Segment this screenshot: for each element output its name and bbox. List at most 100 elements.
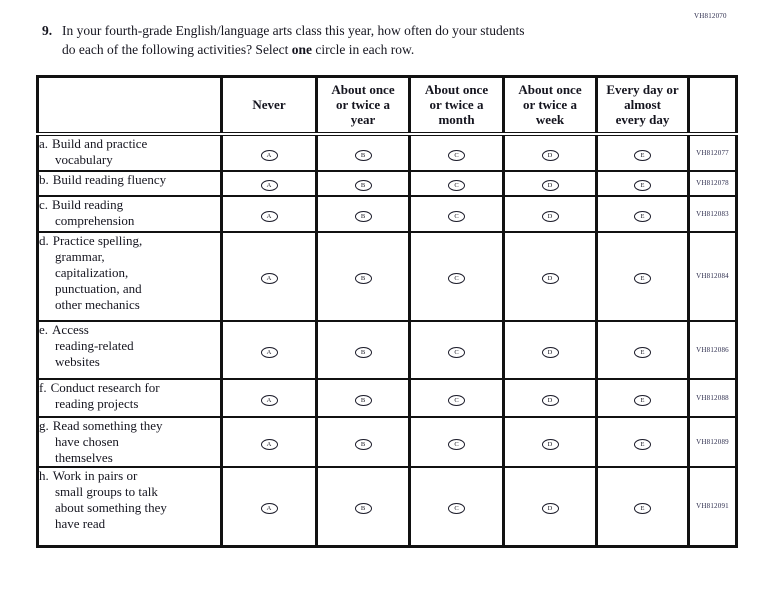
answer-cell-b: B (315, 230, 411, 322)
answer-cell-b: B (315, 465, 411, 548)
answer-bubble-b[interactable]: B (354, 180, 372, 191)
answer-cell-b: B (315, 194, 411, 233)
row-letter: c. (39, 196, 49, 212)
answer-bubble-b[interactable]: B (354, 149, 372, 161)
answer-bubble-b[interactable]: B (354, 346, 372, 358)
answer-bubble-b[interactable]: B (354, 394, 372, 406)
activity-rows: a. Build and practice vocabulary A B C D E VH812… (36, 132, 738, 548)
row-letter: e. (39, 321, 49, 337)
option-header-everyday: Every day or almost every day (595, 75, 690, 136)
answer-bubble-b[interactable]: B (354, 438, 372, 450)
answer-cell-d: D (502, 415, 598, 468)
answer-bubble-e[interactable]: E (634, 503, 651, 515)
answer-bubble-a[interactable]: A (260, 394, 278, 406)
answer-bubble-b[interactable]: B (354, 503, 372, 515)
row-letter: d. (39, 232, 49, 248)
answer-cell-d: D (502, 319, 598, 380)
answer-bubble-b[interactable]: B (354, 210, 372, 222)
answer-cell-e: E (595, 230, 690, 322)
activity-label: a. Build and practice vocabulary (36, 132, 223, 172)
answer-cell-d: D (502, 132, 598, 172)
answer-cell-a: A (220, 319, 318, 380)
answer-bubble-a[interactable]: A (260, 503, 278, 515)
answer-cell-d: D (502, 377, 598, 418)
item-code: VH812086 (687, 319, 738, 380)
activity-label: c. Build reading comprehension (36, 194, 223, 233)
answer-cell-e: E (595, 169, 690, 197)
activity-label: b. Build reading fluency (36, 169, 223, 197)
answer-bubble-a[interactable]: A (260, 273, 278, 284)
answer-bubble-d[interactable]: D (541, 438, 559, 450)
frequency-matrix-table: Never About once or twice a year About onc… (36, 75, 738, 548)
answer-cell-c: C (408, 377, 505, 418)
answer-cell-a: A (220, 132, 318, 172)
answer-bubble-d[interactable]: D (541, 210, 559, 222)
activity-row-d: d. Practice spelling, grammar, capitalizati… (36, 230, 738, 322)
answer-cell-c: C (408, 230, 505, 322)
activity-row-h: h. Work in pairs or small groups to talk ab… (36, 465, 738, 548)
activity-column-header (36, 75, 223, 136)
answer-bubble-c[interactable]: C (448, 503, 465, 515)
row-letter: f. (39, 379, 47, 395)
answer-cell-d: D (502, 465, 598, 548)
answer-cell-e: E (595, 194, 690, 233)
activity-label: e. Access reading-related websites (36, 319, 223, 380)
answer-bubble-a[interactable]: A (260, 346, 278, 358)
answer-bubble-c[interactable]: C (448, 149, 465, 161)
activity-row-f: f. Conduct research for reading projects A B… (36, 377, 738, 418)
item-code: VH812077 (687, 132, 738, 172)
code-column-header (687, 75, 738, 136)
activity-row-c: c. Build reading comprehension A B C D E VH81208… (36, 194, 738, 233)
option-header-month: About once or twice a month (408, 75, 505, 136)
answer-bubble-d[interactable]: D (541, 346, 559, 358)
answer-cell-d: D (502, 230, 598, 322)
answer-bubble-c[interactable]: C (448, 210, 465, 222)
answer-bubble-e[interactable]: E (634, 438, 651, 450)
answer-bubble-c[interactable]: C (448, 346, 465, 358)
answer-bubble-e[interactable]: E (634, 149, 651, 161)
question-line-2-post: circle in each row. (312, 42, 415, 57)
form-code: VH812070 (694, 12, 727, 20)
answer-bubble-d[interactable]: D (541, 503, 559, 515)
item-code: VH812088 (687, 377, 738, 418)
answer-bubble-c[interactable]: C (448, 438, 465, 450)
answer-bubble-c[interactable]: C (448, 180, 465, 191)
answer-bubble-a[interactable]: A (260, 210, 278, 222)
answer-bubble-d[interactable]: D (541, 394, 559, 406)
answer-bubble-d[interactable]: D (541, 273, 559, 284)
answer-cell-a: A (220, 465, 318, 548)
answer-cell-c: C (408, 169, 505, 197)
answer-cell-c: C (408, 132, 505, 172)
answer-bubble-b[interactable]: B (354, 273, 372, 284)
answer-cell-b: B (315, 415, 411, 468)
answer-cell-a: A (220, 415, 318, 468)
answer-bubble-e[interactable]: E (634, 210, 651, 222)
option-header-year: About once or twice a year (315, 75, 411, 136)
activity-row-a: a. Build and practice vocabulary A B C D E VH812… (36, 132, 738, 172)
answer-cell-c: C (408, 415, 505, 468)
answer-bubble-a[interactable]: A (260, 149, 278, 161)
answer-bubble-c[interactable]: C (448, 394, 465, 406)
answer-bubble-e[interactable]: E (634, 346, 651, 358)
answer-cell-a: A (220, 377, 318, 418)
answer-bubble-e[interactable]: E (634, 394, 651, 406)
question-line-1: In your fourth-grade English/language ar… (62, 23, 525, 38)
answer-bubble-c[interactable]: C (448, 273, 465, 284)
answer-cell-c: C (408, 194, 505, 233)
question-text: In your fourth-grade English/language ar… (62, 21, 702, 59)
answer-bubble-e[interactable]: E (634, 273, 651, 284)
question-line-2-bold: one (291, 42, 313, 57)
answer-bubble-a[interactable]: A (260, 438, 278, 450)
question-line-2: do each of the following activities? Sel… (62, 40, 702, 59)
answer-bubble-d[interactable]: D (541, 149, 559, 161)
activity-label: d. Practice spelling, grammar, capitalizati… (36, 230, 223, 322)
answer-bubble-e[interactable]: E (634, 180, 651, 191)
answer-bubble-a[interactable]: A (260, 180, 278, 191)
answer-bubble-d[interactable]: D (541, 180, 559, 191)
answer-cell-e: E (595, 377, 690, 418)
answer-cell-d: D (502, 194, 598, 233)
row-letter: h. (39, 467, 49, 483)
activity-row-g: g. Read something they have chosen themselv… (36, 415, 738, 468)
answer-cell-e: E (595, 415, 690, 468)
activity-row-b: b. Build reading fluency A B C D E VH812078 (36, 169, 738, 197)
